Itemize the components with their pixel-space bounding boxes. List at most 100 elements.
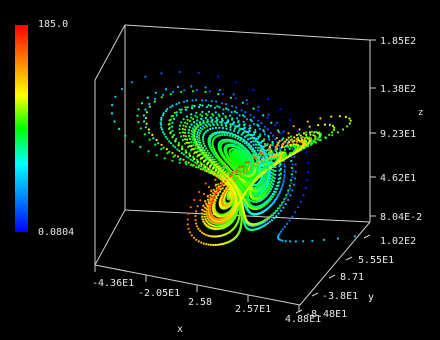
- trajectory-point: [113, 120, 116, 123]
- trajectory-point: [279, 209, 283, 212]
- trajectory-point: [297, 206, 300, 209]
- trajectory-point: [266, 207, 269, 210]
- trajectory-point: [280, 187, 283, 190]
- trajectory-point: [263, 224, 266, 227]
- trajectory-point: [171, 121, 174, 124]
- trajectory-point: [260, 157, 263, 160]
- trajectory-point: [221, 126, 224, 130]
- trajectory-point: [137, 121, 140, 124]
- trajectory-point: [278, 206, 281, 210]
- trajectory-point: [181, 139, 184, 142]
- trajectory-point: [202, 192, 206, 196]
- trajectory-point: [204, 218, 207, 221]
- trajectory-point: [199, 168, 202, 171]
- trajectory-point: [288, 219, 291, 222]
- trajectory-point: [220, 131, 223, 134]
- trajectory-point: [274, 165, 277, 169]
- trajectory-point: [280, 146, 283, 149]
- trajectory-point: [192, 236, 196, 239]
- trajectory-point: [256, 149, 259, 152]
- trajectory-point: [178, 161, 181, 164]
- trajectory-point: [195, 98, 198, 102]
- trajectory-point: [215, 100, 218, 103]
- trajectory-point: [203, 213, 206, 216]
- trajectory-point: [178, 158, 181, 161]
- trajectory-point: [190, 113, 193, 116]
- trajectory-point: [207, 186, 211, 189]
- trajectory-point: [271, 151, 274, 154]
- trajectory-point: [188, 231, 192, 234]
- trajectory-point: [162, 93, 165, 96]
- trajectory-point: [283, 163, 286, 166]
- trajectory-point: [302, 240, 305, 243]
- trajectory-point: [168, 140, 171, 143]
- trajectory-point: [278, 139, 281, 143]
- trajectory-point: [146, 96, 149, 99]
- trajectory-point: [299, 200, 302, 203]
- trajectory-point: [230, 111, 233, 114]
- trajectory-point: [275, 136, 278, 140]
- trajectory-point: [110, 112, 114, 115]
- trajectory-point: [346, 125, 349, 128]
- trajectory-point: [190, 123, 193, 126]
- trajectory-point: [257, 105, 260, 109]
- trajectory-point: [291, 147, 294, 150]
- trajectory-point: [266, 193, 269, 196]
- trajectory-point: [246, 118, 249, 121]
- trajectory-point: [209, 146, 212, 150]
- trajectory-point: [306, 161, 309, 164]
- colorbar-min-label: 0.0804: [38, 227, 74, 238]
- trajectory-point: [314, 141, 317, 144]
- trajectory-point: [178, 70, 181, 74]
- trajectory-point: [191, 159, 194, 162]
- trajectory-point: [235, 106, 238, 109]
- trajectory-point: [166, 137, 169, 140]
- trajectory-point: [196, 119, 199, 122]
- trajectory-point: [283, 173, 286, 177]
- trajectory-point: [332, 128, 335, 131]
- trajectory-point: [245, 99, 248, 102]
- trajectory-point: [269, 144, 272, 147]
- trajectory-point: [305, 151, 308, 154]
- trajectory-point: [257, 109, 260, 112]
- trajectory-point: [280, 132, 283, 135]
- trajectory-point: [202, 142, 205, 145]
- trajectory-point: [142, 114, 145, 117]
- trajectory-point: [287, 136, 290, 139]
- trajectory-point: [203, 215, 206, 218]
- trajectory-point: [225, 127, 228, 130]
- trajectory-point: [199, 146, 203, 149]
- trajectory-point: [257, 119, 260, 122]
- trajectory-point: [187, 156, 190, 159]
- trajectory-point: [214, 126, 217, 129]
- trajectory-point: [189, 163, 192, 167]
- colorbar-max-label: 185.0: [38, 19, 68, 30]
- trajectory-point: [243, 115, 246, 118]
- trajectory-point: [247, 138, 250, 141]
- trajectory-point: [249, 114, 252, 117]
- trajectory-point: [206, 221, 209, 224]
- trajectory-point: [306, 120, 309, 123]
- trajectory-point: [140, 102, 144, 105]
- trajectory-point: [256, 137, 260, 140]
- trajectory-point: [197, 240, 200, 243]
- trajectory-point: [148, 131, 151, 134]
- trajectory-point: [283, 148, 287, 151]
- trajectory-point: [250, 120, 254, 123]
- trajectory-point: [258, 165, 261, 168]
- trajectory-point: [218, 126, 221, 129]
- trajectory-point: [217, 162, 220, 165]
- trajectory-point: [173, 154, 177, 157]
- trajectory-point: [302, 132, 306, 135]
- trajectory-point: [342, 128, 345, 131]
- trajectory-point: [189, 206, 192, 209]
- trajectory-point: [198, 164, 201, 167]
- trajectory-point: [289, 144, 292, 147]
- trajectory-point: [180, 121, 183, 124]
- trajectory-point: [268, 220, 271, 223]
- trajectory-point: [264, 223, 268, 226]
- trajectory-point: [175, 114, 178, 117]
- trajectory-point: [196, 133, 199, 136]
- trajectory-point: [297, 139, 300, 142]
